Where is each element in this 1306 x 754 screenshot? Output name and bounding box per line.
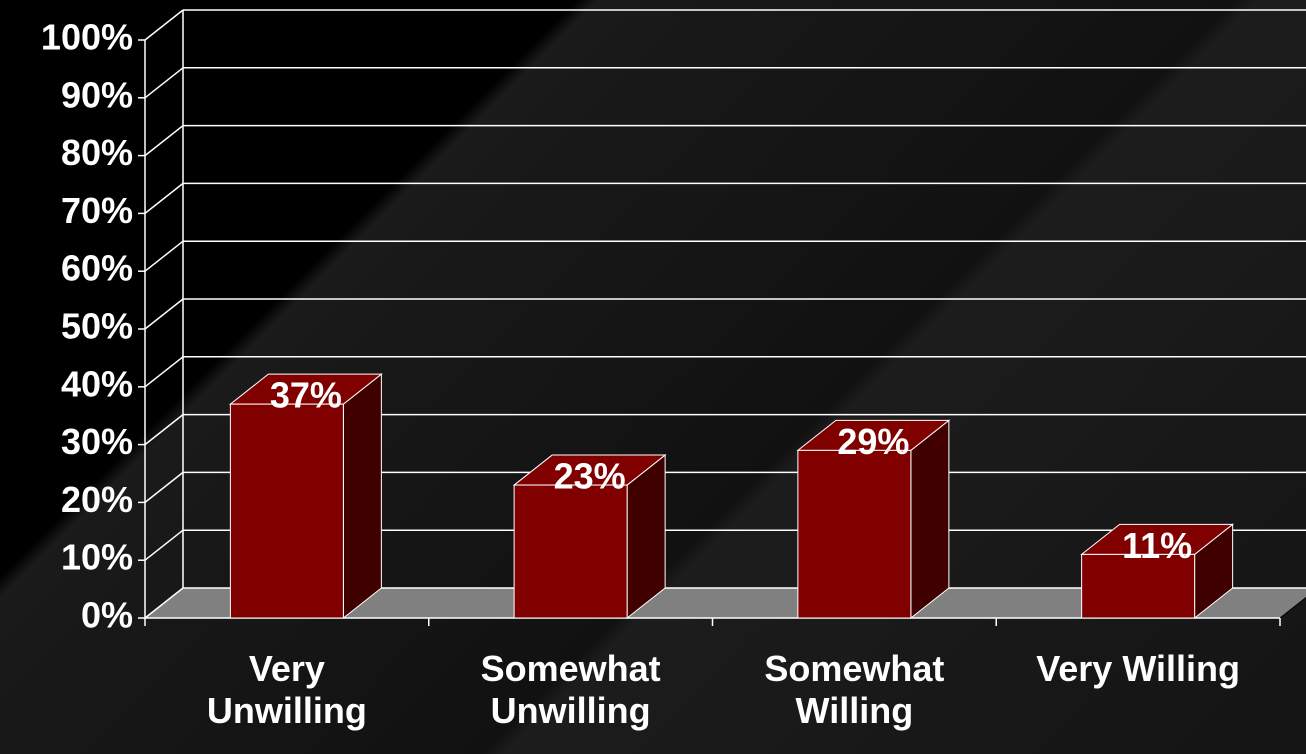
value-label: 23% — [554, 456, 626, 497]
y-tick-label: 100% — [41, 17, 133, 58]
y-tick-label: 30% — [61, 421, 133, 462]
x-tick-label: Somewhat Unwilling — [480, 648, 661, 731]
bar — [513, 484, 628, 619]
grid-diagonal — [144, 587, 184, 619]
x-tick-label: Very Unwilling — [206, 648, 367, 731]
x-tick-label: Somewhat Willing — [764, 648, 945, 731]
value-label: 29% — [837, 421, 909, 462]
y-tick-label: 50% — [61, 306, 133, 347]
y-tick-label: 80% — [61, 132, 133, 173]
bar-side — [342, 373, 382, 620]
grid-diagonal — [144, 298, 184, 330]
value-label: 37% — [270, 375, 342, 416]
bar — [229, 403, 344, 619]
grid-diagonal — [144, 125, 184, 157]
y-tick-label: 90% — [61, 74, 133, 115]
x-tick-label: Very Willing — [1036, 648, 1240, 689]
y-tick-label: 10% — [61, 537, 133, 578]
grid-diagonal — [144, 240, 184, 272]
grid-diagonal — [144, 529, 184, 561]
grid-diagonal — [144, 356, 184, 388]
grid-diagonal — [144, 9, 184, 41]
value-label: 11% — [1122, 525, 1192, 566]
bar — [1081, 553, 1196, 619]
grid-diagonal — [144, 67, 184, 99]
grid-diagonal — [144, 471, 184, 503]
y-tick-label: 70% — [61, 190, 133, 231]
bar-side — [910, 419, 950, 620]
bar — [797, 449, 912, 619]
y-tick-label: 0% — [81, 595, 133, 636]
grid-diagonal — [144, 414, 184, 446]
y-tick-label: 60% — [61, 248, 133, 289]
y-tick-label: 40% — [61, 363, 133, 404]
y-tick-label: 20% — [61, 479, 133, 520]
grid-diagonal — [144, 182, 184, 214]
